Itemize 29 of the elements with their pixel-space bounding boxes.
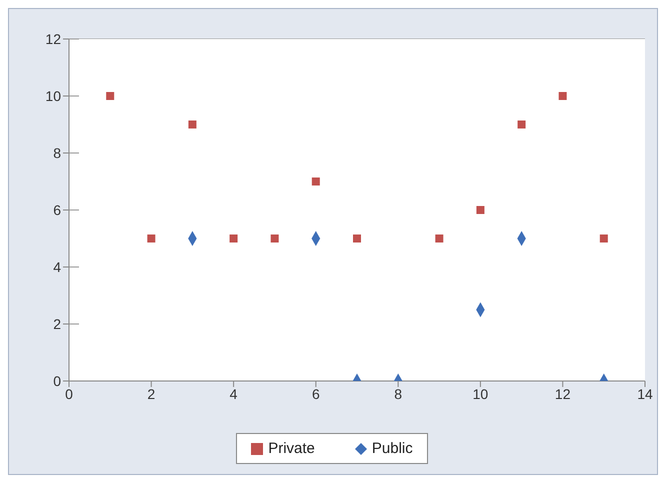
x-tick-label: 0 [65, 386, 74, 402]
point [270, 234, 279, 242]
y-tick-label: 0 [53, 372, 62, 389]
point [435, 234, 444, 242]
point [518, 120, 526, 128]
x-tick-label: 10 [472, 386, 488, 402]
x-tick-label: 2 [147, 386, 156, 402]
y-tick-label: 10 [45, 88, 62, 104]
x-tick-label: 6 [312, 386, 320, 402]
point [188, 120, 196, 128]
point [600, 234, 608, 242]
x-tick-label: 14 [637, 386, 653, 402]
y-tick-label: 6 [53, 202, 62, 218]
point [353, 234, 361, 242]
y-tick-label: 12 [45, 30, 62, 47]
point [230, 234, 238, 242]
legend-label: Private [267, 440, 315, 457]
point [106, 92, 114, 100]
y-tick-label: 8 [53, 144, 62, 161]
x-tick-label: 8 [394, 386, 402, 402]
point [558, 92, 567, 100]
point [476, 206, 484, 214]
y-tick-label: 4 [53, 258, 62, 275]
point [312, 178, 320, 186]
point [147, 234, 156, 242]
x-tick-label: 4 [230, 386, 238, 402]
legend-label: Public [370, 440, 413, 457]
y-tick-label: 2 [53, 316, 62, 332]
x-tick-label: 12 [554, 386, 571, 402]
